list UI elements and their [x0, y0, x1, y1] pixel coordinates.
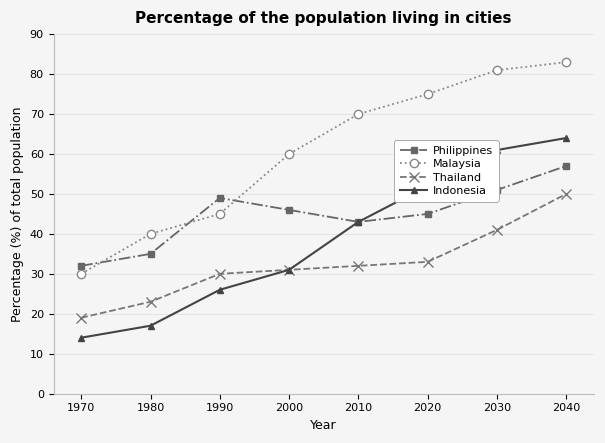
Malaysia — [147, 231, 154, 237]
Philippines — [216, 195, 223, 201]
Thailand — [286, 267, 293, 272]
Malaysia — [355, 112, 362, 117]
Philippines — [424, 211, 431, 217]
Indonesia — [355, 219, 362, 225]
X-axis label: Year: Year — [310, 419, 337, 432]
Indonesia — [77, 335, 85, 340]
Line: Malaysia: Malaysia — [77, 58, 571, 278]
Malaysia — [77, 271, 85, 276]
Indonesia — [216, 287, 223, 292]
Thailand — [424, 259, 431, 264]
Malaysia — [493, 67, 500, 73]
Thailand — [355, 263, 362, 268]
Indonesia — [147, 323, 154, 328]
Philippines — [286, 207, 293, 213]
Philippines — [563, 163, 570, 169]
Malaysia — [424, 91, 431, 97]
Legend: Philippines, Malaysia, Thailand, Indonesia: Philippines, Malaysia, Thailand, Indones… — [394, 140, 499, 202]
Indonesia — [493, 148, 500, 153]
Indonesia — [563, 136, 570, 141]
Thailand — [216, 271, 223, 276]
Line: Indonesia: Indonesia — [78, 135, 570, 341]
Malaysia — [286, 152, 293, 157]
Philippines — [355, 219, 362, 225]
Philippines — [147, 251, 154, 256]
Malaysia — [216, 211, 223, 217]
Y-axis label: Percentage (%) of total population: Percentage (%) of total population — [11, 106, 24, 322]
Philippines — [493, 187, 500, 193]
Title: Percentage of the population living in cities: Percentage of the population living in c… — [136, 11, 512, 26]
Thailand — [147, 299, 154, 304]
Thailand — [77, 315, 85, 320]
Philippines — [77, 263, 85, 268]
Indonesia — [424, 183, 431, 189]
Thailand — [563, 191, 570, 197]
Malaysia — [563, 59, 570, 65]
Line: Thailand: Thailand — [76, 189, 571, 323]
Thailand — [493, 227, 500, 233]
Line: Philippines: Philippines — [78, 163, 570, 269]
Indonesia — [286, 267, 293, 272]
